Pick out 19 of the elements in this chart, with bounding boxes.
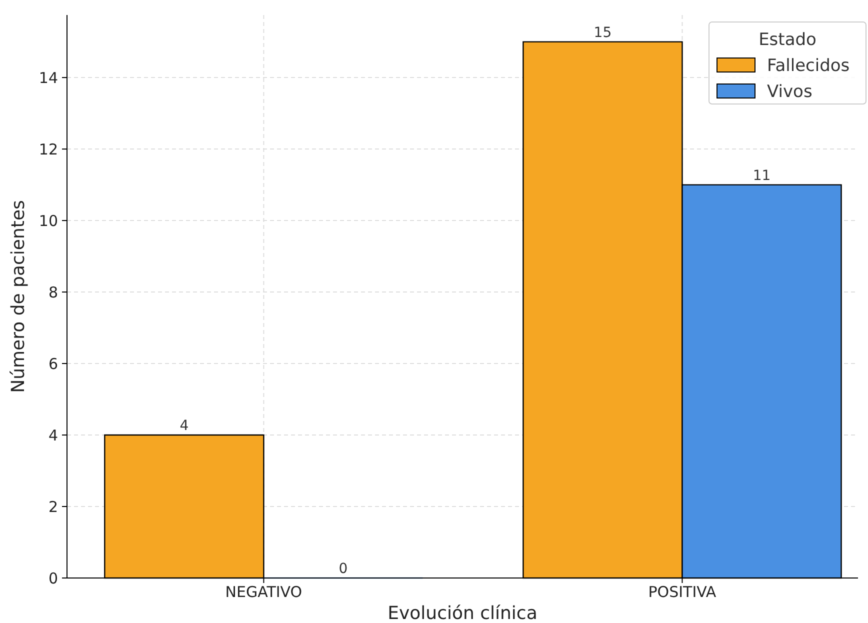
x-tick-label: POSITIVA [648,583,717,601]
legend-label: Fallecidos [767,56,850,76]
y-tick-label: 4 [48,426,58,444]
y-tick-label: 10 [38,212,58,230]
data-label: 0 [338,561,348,577]
data-label: 4 [180,418,189,434]
x-axis-title: Evolución clínica [388,603,538,623]
y-tick-label: 6 [48,354,58,373]
y-tick-label: 8 [48,283,58,302]
data-label: 11 [752,168,771,184]
data-label: 15 [594,24,612,41]
y-tick-label: 2 [48,498,58,516]
legend-label: Vivos [767,82,812,102]
y-tick-label: 0 [48,569,58,588]
y-tick-label: 14 [38,68,58,87]
legend-title: Estado [758,30,816,50]
y-axis-title: Número de pacientes [8,200,29,393]
x-tick-label: NEGATIVO [225,583,302,601]
y-tick-label: 12 [38,140,58,158]
